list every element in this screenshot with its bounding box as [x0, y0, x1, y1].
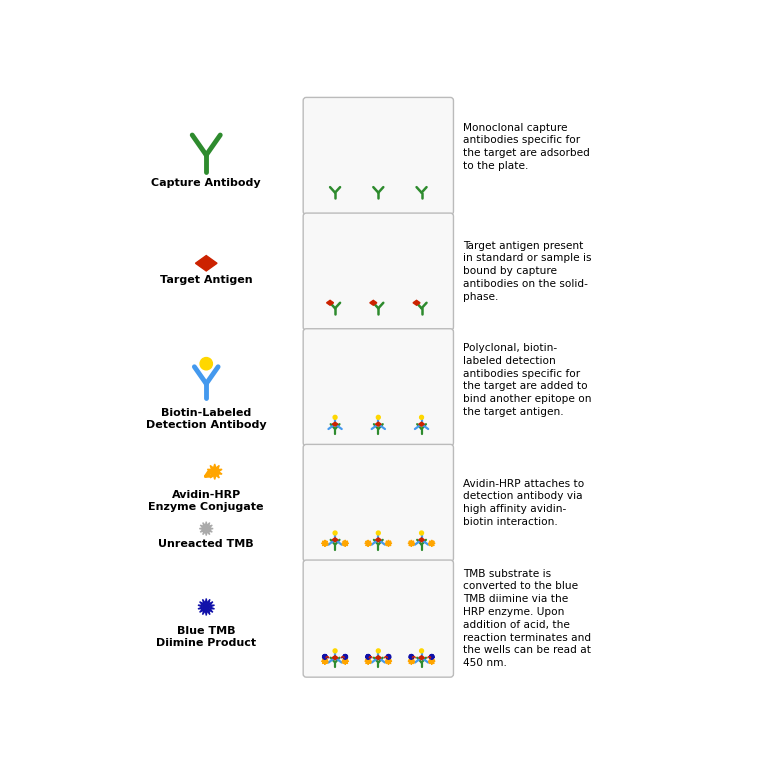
Polygon shape [419, 656, 424, 659]
Polygon shape [199, 522, 213, 536]
FancyBboxPatch shape [303, 560, 454, 677]
Polygon shape [409, 654, 414, 659]
Circle shape [419, 531, 423, 535]
Polygon shape [375, 538, 381, 542]
Circle shape [377, 416, 380, 419]
Polygon shape [342, 540, 348, 547]
Text: Blue TMB
Diimine Product: Blue TMB Diimine Product [156, 626, 256, 648]
Circle shape [377, 649, 380, 652]
Text: Target Antigen: Target Antigen [160, 275, 253, 285]
Text: TMB substrate is
converted to the blue
TMB diimine via the
HRP enzyme. Upon
addi: TMB substrate is converted to the blue T… [463, 568, 591, 668]
FancyBboxPatch shape [303, 329, 454, 446]
Polygon shape [429, 654, 435, 659]
Circle shape [200, 358, 212, 370]
Polygon shape [332, 422, 338, 426]
Circle shape [419, 649, 423, 652]
Polygon shape [386, 654, 391, 659]
Polygon shape [408, 658, 415, 665]
Polygon shape [370, 300, 377, 306]
Polygon shape [196, 255, 217, 271]
Circle shape [333, 416, 337, 419]
Polygon shape [419, 422, 424, 426]
Polygon shape [364, 540, 371, 547]
FancyBboxPatch shape [303, 98, 454, 215]
Text: Unreacted TMB: Unreacted TMB [158, 539, 254, 549]
Polygon shape [326, 300, 334, 306]
Polygon shape [342, 658, 348, 665]
Polygon shape [413, 300, 420, 306]
Text: Biotin-Labeled
Detection Antibody: Biotin-Labeled Detection Antibody [146, 408, 267, 430]
Polygon shape [429, 658, 435, 665]
Polygon shape [419, 538, 424, 542]
Text: Avidin-HRP
Enzyme Conjugate: Avidin-HRP Enzyme Conjugate [148, 490, 264, 512]
Polygon shape [385, 658, 392, 665]
Polygon shape [385, 540, 392, 547]
Polygon shape [408, 540, 415, 547]
Circle shape [333, 531, 337, 535]
Polygon shape [198, 598, 215, 616]
FancyBboxPatch shape [303, 213, 454, 330]
Polygon shape [332, 656, 338, 659]
Polygon shape [207, 464, 222, 479]
Circle shape [333, 649, 337, 652]
Polygon shape [375, 656, 381, 659]
Polygon shape [365, 654, 371, 659]
Polygon shape [332, 538, 338, 542]
Circle shape [377, 531, 380, 535]
Text: Target antigen present
in standard or sample is
bound by capture
antibodies on t: Target antigen present in standard or sa… [463, 241, 591, 302]
Polygon shape [429, 540, 435, 547]
Polygon shape [322, 540, 329, 547]
Polygon shape [322, 654, 328, 659]
Text: Monoclonal capture
antibodies specific for
the target are adsorbed
to the plate.: Monoclonal capture antibodies specific f… [463, 123, 590, 171]
FancyBboxPatch shape [303, 445, 454, 562]
Polygon shape [375, 422, 381, 426]
Text: Avidin-HRP attaches to
detection antibody via
high affinity avidin-
biotin inter: Avidin-HRP attaches to detection antibod… [463, 478, 584, 527]
Polygon shape [364, 658, 371, 665]
Polygon shape [342, 654, 348, 659]
Polygon shape [322, 658, 329, 665]
Text: Capture Antibody: Capture Antibody [151, 178, 261, 188]
Circle shape [419, 416, 423, 419]
Text: Polyclonal, biotin-
labeled detection
antibodies specific for
the target are add: Polyclonal, biotin- labeled detection an… [463, 343, 591, 417]
